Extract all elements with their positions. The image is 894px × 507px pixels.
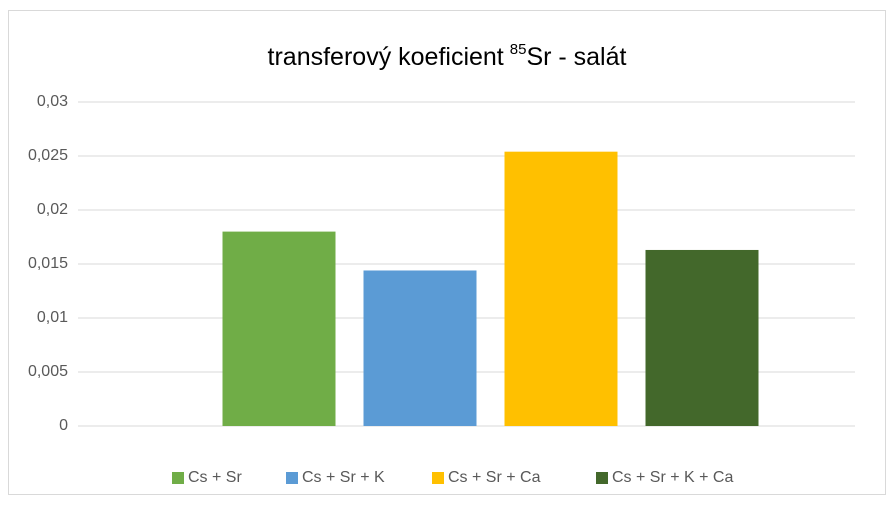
- bar: [504, 151, 618, 426]
- bar: [363, 270, 477, 426]
- bar: [645, 249, 759, 426]
- legend-swatch: [286, 472, 298, 484]
- legend-swatch: [172, 472, 184, 484]
- y-tick-label: 0,015: [28, 255, 68, 272]
- legend-swatch: [596, 472, 608, 484]
- title-superscript: 85: [510, 41, 527, 58]
- legend-label: Cs + Sr + Ca: [448, 469, 541, 486]
- y-tick-label: 0,005: [28, 363, 68, 380]
- legend-label: Cs + Sr + K: [302, 469, 385, 486]
- title-text: Sr - salát: [526, 43, 626, 71]
- title-text: transferový koeficient: [268, 43, 504, 71]
- bar: [222, 231, 336, 426]
- y-tick-label: 0,03: [37, 93, 68, 110]
- y-tick-label: 0,025: [28, 147, 68, 164]
- chart-title: transferový koeficient 85Sr - salát: [268, 41, 627, 71]
- legend-label: Cs + Sr + K + Ca: [612, 469, 733, 486]
- y-tick-label: 0: [59, 417, 68, 434]
- legend-label: Cs + Sr: [188, 469, 242, 486]
- legend-swatch: [432, 472, 444, 484]
- y-tick-label: 0,01: [37, 309, 68, 326]
- y-tick-label: 0,02: [37, 201, 68, 218]
